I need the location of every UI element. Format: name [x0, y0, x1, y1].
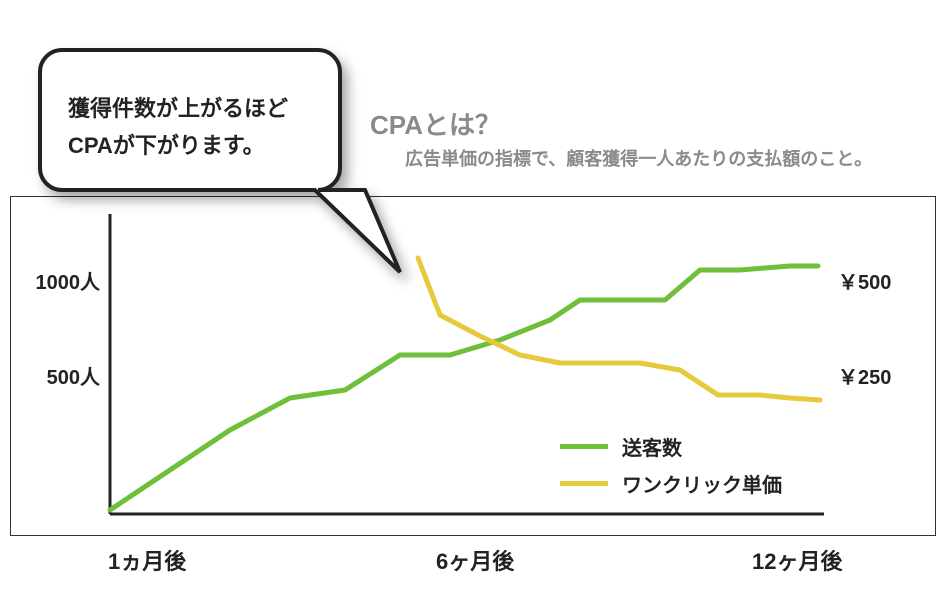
y-right-tick-500: ￥500 — [838, 266, 891, 295]
y-left-tick-500: 500人 — [14, 361, 100, 390]
legend-label-cpc: ワンクリック単価 — [622, 469, 782, 498]
y-right-tick-250: ￥250 — [838, 361, 891, 390]
y-left-tick-1000: 1000人 — [14, 266, 100, 295]
legend: 送客数 ワンクリック単価 — [560, 432, 782, 506]
speech-text: 獲得件数が上がるほど CPAが下がります。 — [68, 90, 288, 165]
legend-swatch-cpc — [560, 481, 608, 486]
legend-item-customers: 送客数 — [560, 432, 782, 461]
speech-line1: 獲得件数が上がるほど — [68, 96, 288, 121]
speech-line2: CPAが下がります。 — [68, 133, 265, 158]
legend-label-customers: 送客数 — [622, 432, 682, 461]
legend-swatch-customers — [560, 444, 608, 449]
legend-item-cpc: ワンクリック単価 — [560, 469, 782, 498]
x-tick-12m: 12ヶ月後 — [752, 544, 842, 576]
series-cpc — [418, 258, 820, 400]
x-tick-6m: 6ヶ月後 — [436, 544, 514, 576]
x-tick-1m: 1ヵ月後 — [108, 544, 186, 576]
